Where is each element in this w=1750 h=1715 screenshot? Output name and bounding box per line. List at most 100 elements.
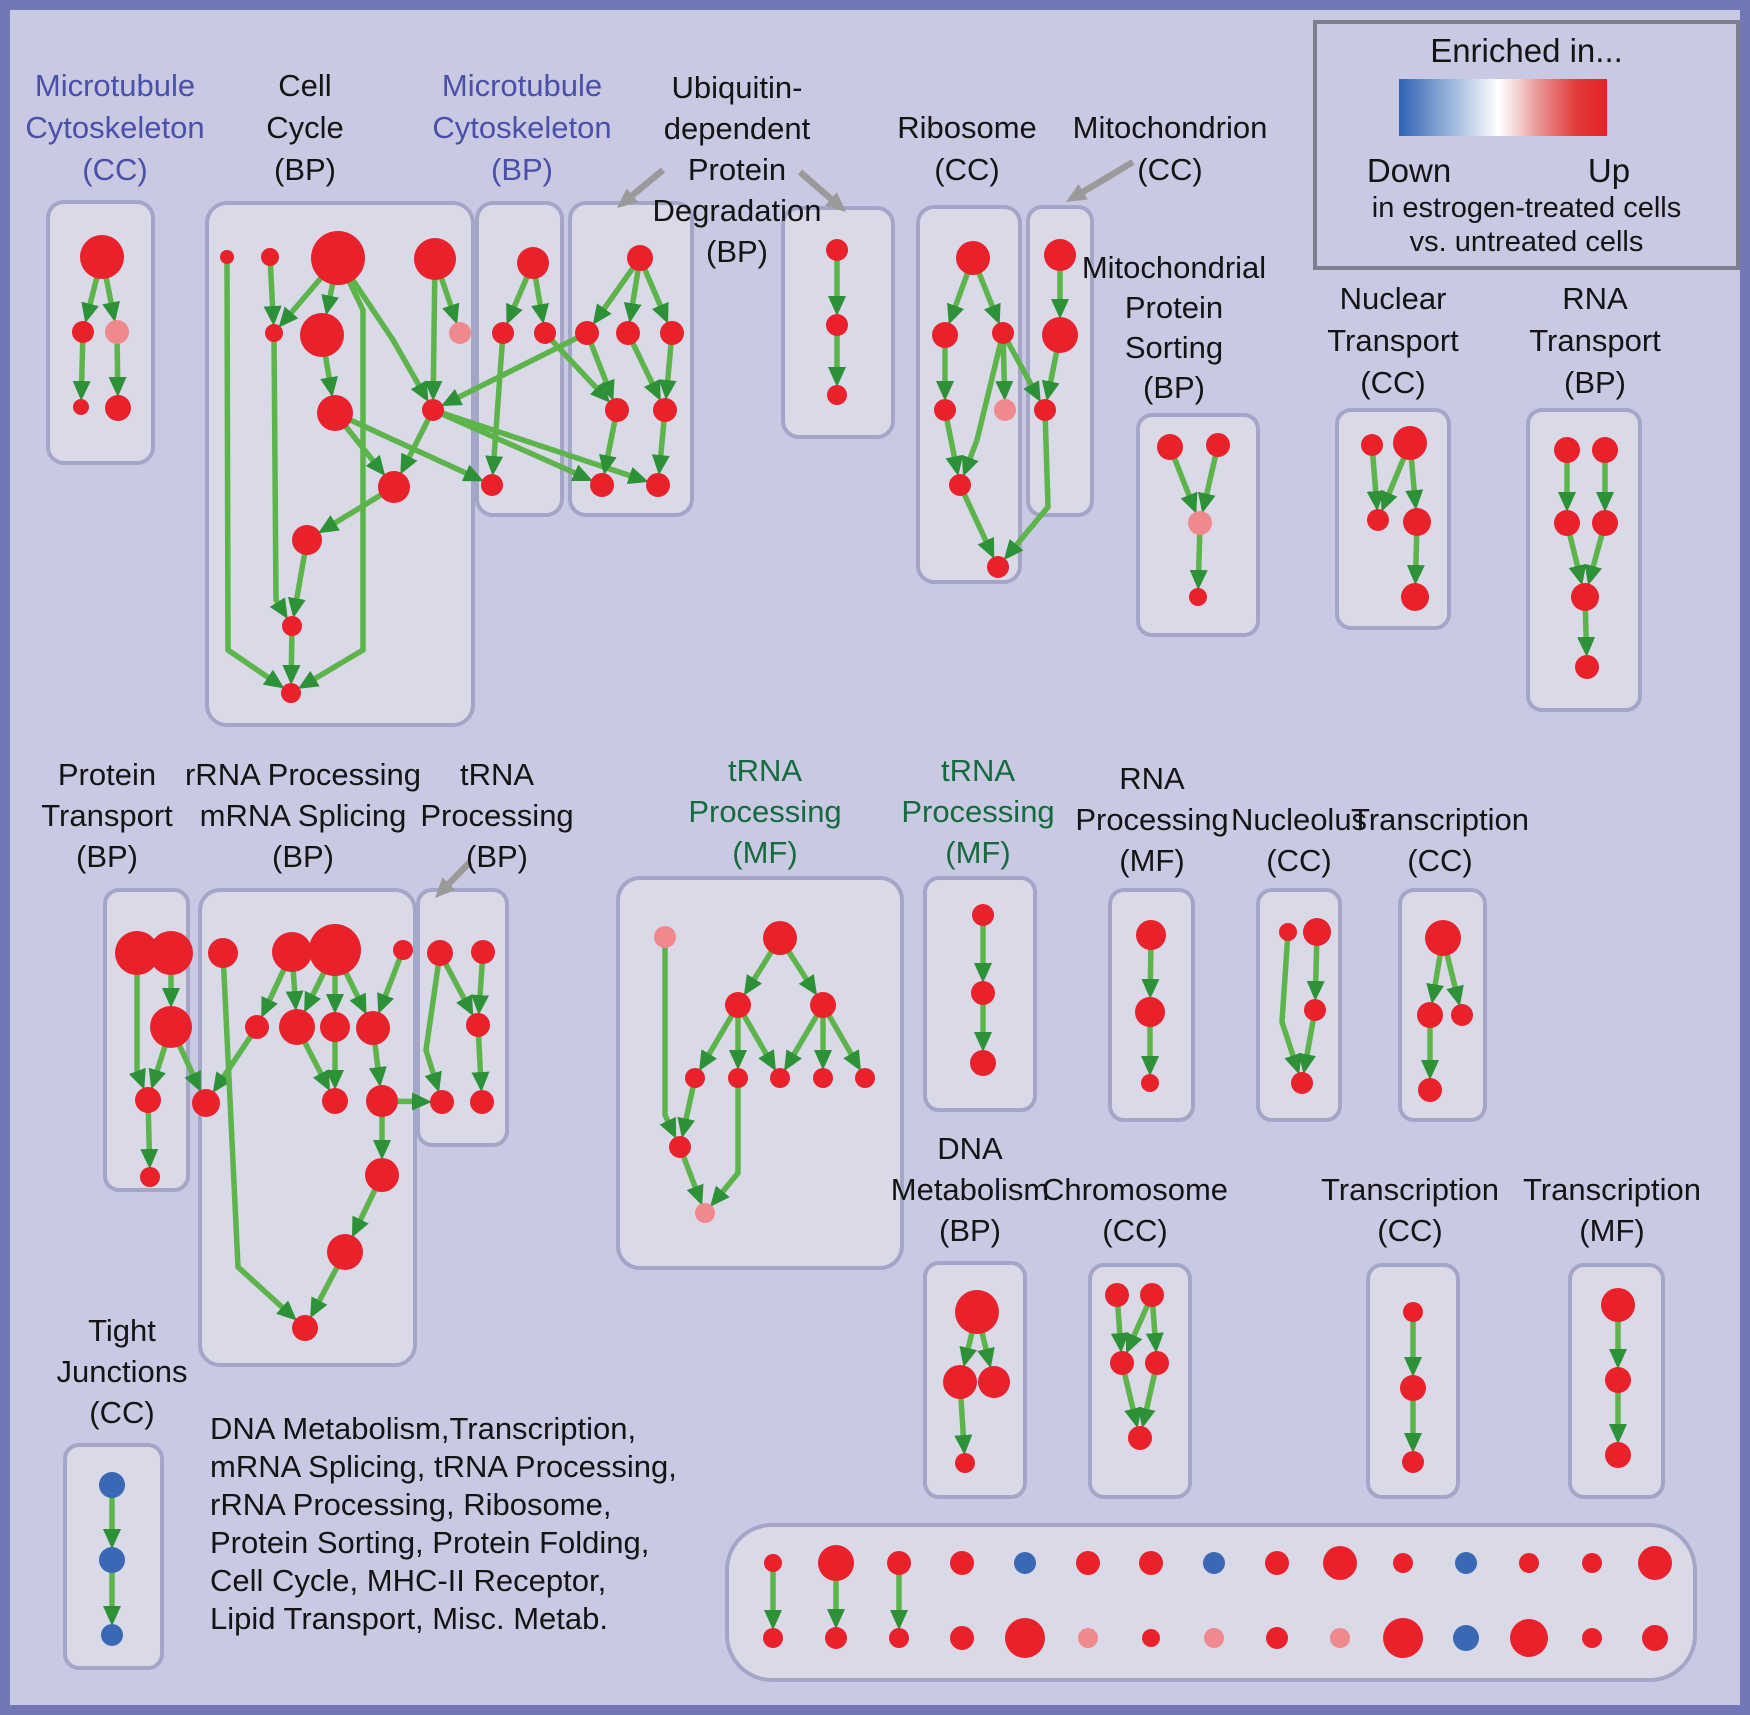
edge-u4-u6	[658, 342, 677, 401]
go-enrichment-network-diagram	[46, 159, 1697, 1682]
edge-cc4-cc8	[424, 277, 443, 402]
go-term-node-u6	[653, 398, 677, 422]
go-term-node-r3	[992, 322, 1014, 344]
go-term-node-bt12	[1455, 1552, 1477, 1574]
edge-g2-g3	[743, 949, 775, 996]
go-term-node-tj2	[99, 1547, 125, 1573]
go-term-node-t4	[430, 1090, 454, 1114]
go-term-node-bt14	[1582, 1553, 1602, 1573]
go-term-node-t2	[471, 940, 495, 964]
cluster-label-ribosome-cc: Ribosome (CC)	[897, 110, 1037, 187]
cluster-label-rna-processing-mf: RNA Processing (MF)	[1075, 761, 1229, 878]
edge-t3-t5	[471, 1034, 490, 1093]
go-term-node-mt3	[1034, 399, 1056, 421]
go-term-node-d3	[978, 1366, 1010, 1398]
edge-mcc1-mcc2	[81, 275, 100, 324]
go-term-node-mbp3	[534, 322, 556, 344]
go-term-node-cc1	[220, 250, 234, 264]
cluster-label-ubiquitin-dependent-protein-degradation-bp: Ubiquitin- dependent Protein Degradation…	[652, 70, 822, 269]
go-term-node-z3	[1605, 1442, 1631, 1468]
edge-cc4-cc7	[438, 276, 460, 325]
go-term-node-w1	[1136, 920, 1166, 950]
edge-qC-qD	[351, 1187, 378, 1238]
go-term-node-cc7	[449, 322, 471, 344]
edge-mbp2-mbp4	[485, 341, 506, 477]
edge-cc8-u7	[440, 411, 593, 482]
edge-g2-g4	[785, 949, 818, 996]
go-term-node-g4	[810, 992, 836, 1018]
edge-q3-q6	[304, 970, 327, 1013]
cluster-label-mitochondrion-cc: Mitochondrion (CC)	[1072, 110, 1268, 187]
go-term-node-u5	[605, 398, 629, 422]
edge-t1-t3	[442, 961, 474, 1017]
edge-g3-g5	[699, 1013, 735, 1072]
pointer-mitochondrion-icon	[1066, 159, 1135, 203]
cluster-label-rna-transport-bp: RNA Transport (BP)	[1529, 281, 1661, 400]
cluster-label-transcription-cc-row2: Transcription (CC)	[1350, 802, 1530, 878]
go-term-node-tj3	[101, 1624, 123, 1646]
edge-t1-t4	[423, 963, 442, 1093]
go-term-node-q2	[272, 932, 312, 972]
go-term-node-bb14	[1582, 1628, 1602, 1648]
edge-q8-qB	[368, 1042, 387, 1088]
go-term-node-cc2	[261, 248, 279, 266]
cluster-label-mitochondrial-protein-sorting-bp: Mitochondrial Protein Sorting (BP)	[1081, 250, 1267, 405]
go-term-node-g6	[728, 1068, 748, 1088]
cluster-box-ribosome-box	[916, 205, 1022, 584]
go-term-node-bb13	[1510, 1619, 1548, 1657]
edge-u2-u5	[588, 341, 615, 401]
go-term-node-x4	[1418, 1078, 1442, 1102]
go-term-node-y1	[1403, 1302, 1423, 1322]
go-term-node-bb10	[1330, 1628, 1350, 1648]
go-term-node-mcc5	[105, 395, 131, 421]
go-term-node-rt4	[1592, 510, 1618, 536]
edge-r6-r7	[961, 492, 995, 559]
edge-mbp1-mbp2	[506, 274, 531, 325]
cluster-label-rrna-processing-mrna-splicing-bp: rRNA Processing mRNA Splicing (BP)	[184, 757, 422, 874]
go-term-node-mbp1	[517, 247, 549, 279]
edge-mt3-r7	[1003, 418, 1051, 561]
go-term-node-bb3	[889, 1628, 909, 1648]
edge-cc5-cc12	[269, 339, 288, 620]
go-term-node-g9	[855, 1068, 875, 1088]
go-term-node-v2	[971, 981, 995, 1005]
go-term-node-x1	[1425, 920, 1461, 956]
go-term-node-u7	[590, 473, 614, 497]
go-term-node-rt1	[1554, 437, 1580, 463]
go-term-node-r4	[934, 399, 956, 421]
go-term-node-mbp4	[481, 474, 503, 496]
go-term-node-g11	[695, 1203, 715, 1223]
go-term-node-p3	[150, 1006, 192, 1048]
cluster-box-misc-bottom-box	[725, 1523, 1697, 1682]
edge-d2-d4	[954, 1396, 973, 1456]
edge-mcc1-mcc3	[102, 276, 120, 323]
go-term-node-bt3	[887, 1551, 911, 1575]
go-term-node-bb11	[1383, 1618, 1423, 1658]
go-term-node-cc11	[292, 525, 322, 555]
go-term-node-q0	[192, 1089, 220, 1117]
go-term-node-nc4	[1291, 1072, 1313, 1094]
edge-s3-s4	[1189, 532, 1208, 591]
go-term-node-bb1	[763, 1628, 783, 1648]
go-term-node-qA	[322, 1088, 348, 1114]
go-term-node-c4	[1145, 1351, 1169, 1375]
legend-subtitle-line1: in estrogen-treated cells	[1371, 192, 1682, 224]
go-term-node-tj1	[99, 1472, 125, 1498]
go-term-node-p4	[135, 1087, 161, 1113]
go-term-node-nt2	[1393, 426, 1427, 460]
go-term-node-r7	[987, 556, 1009, 578]
go-term-node-bb6	[1078, 1628, 1098, 1648]
go-term-node-cc5	[265, 324, 283, 342]
edge-r4-r6	[944, 418, 964, 477]
legend-up-label: Up	[1587, 152, 1631, 189]
go-term-node-bt10	[1323, 1546, 1357, 1580]
edge-r3-r5	[995, 341, 1014, 402]
go-term-node-bb9	[1266, 1627, 1288, 1649]
cluster-label-dna-metabolism-bp: DNA Metabolism (BP)	[890, 1131, 1050, 1248]
go-term-node-r2	[932, 322, 958, 348]
edge-s1-s3	[1171, 456, 1198, 514]
edge-g10-g11	[680, 1154, 704, 1206]
legend-down-label: Down	[1366, 152, 1452, 189]
cluster-label-nuclear-transport-cc: Nuclear Transport (CC)	[1327, 281, 1459, 400]
edge-cc3-cc6	[321, 281, 339, 316]
